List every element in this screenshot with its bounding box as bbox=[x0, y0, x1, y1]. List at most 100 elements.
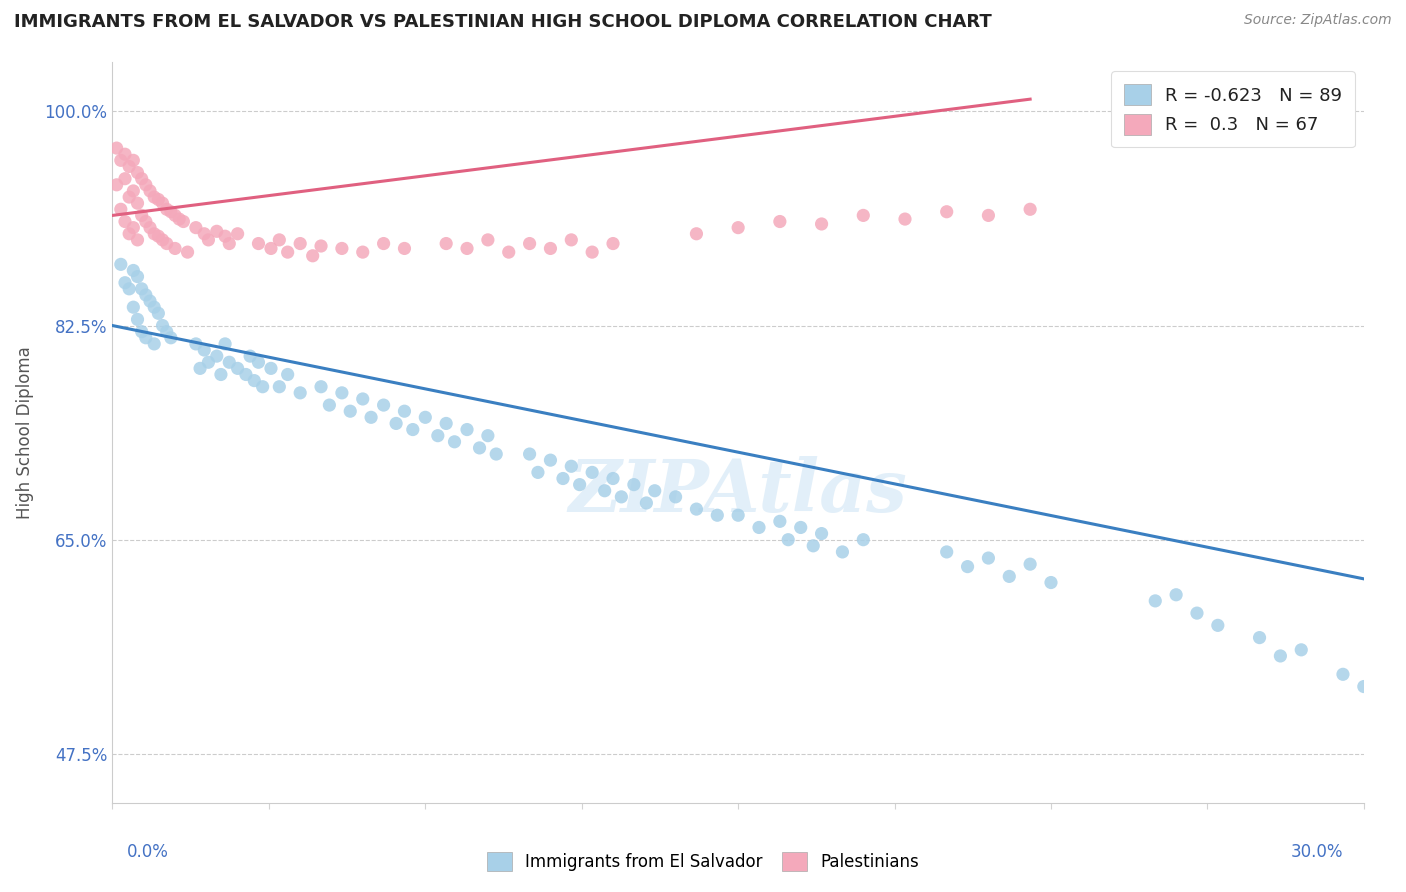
Legend: Immigrants from El Salvador, Palestinians: Immigrants from El Salvador, Palestinian… bbox=[478, 843, 928, 880]
Point bbox=[519, 236, 541, 251]
Point bbox=[352, 392, 374, 406]
Point bbox=[277, 368, 299, 382]
Point bbox=[727, 220, 749, 235]
Point bbox=[156, 325, 179, 339]
Point bbox=[114, 276, 136, 290]
Point bbox=[218, 355, 240, 369]
Point bbox=[139, 184, 162, 198]
Point bbox=[118, 160, 141, 174]
Point bbox=[1331, 667, 1354, 681]
Point bbox=[352, 245, 374, 260]
Point bbox=[214, 229, 236, 244]
Point bbox=[205, 349, 228, 363]
Point bbox=[977, 208, 1000, 222]
Point bbox=[560, 459, 582, 474]
Point bbox=[118, 190, 141, 204]
Point bbox=[184, 220, 207, 235]
Point bbox=[160, 331, 183, 345]
Point bbox=[685, 502, 707, 516]
Point bbox=[790, 520, 813, 534]
Point bbox=[127, 165, 149, 179]
Point bbox=[309, 380, 332, 394]
Point bbox=[685, 227, 707, 241]
Point bbox=[226, 361, 249, 376]
Point bbox=[810, 526, 832, 541]
Point bbox=[167, 212, 190, 227]
Point bbox=[122, 263, 145, 277]
Point bbox=[163, 242, 186, 256]
Point bbox=[1019, 557, 1042, 571]
Point bbox=[122, 184, 145, 198]
Point bbox=[810, 217, 832, 231]
Point bbox=[197, 233, 219, 247]
Point bbox=[1164, 588, 1187, 602]
Point bbox=[1206, 618, 1229, 632]
Point bbox=[143, 300, 166, 314]
Point bbox=[218, 236, 240, 251]
Point bbox=[290, 236, 312, 251]
Point bbox=[477, 428, 499, 442]
Point bbox=[330, 385, 353, 400]
Point bbox=[277, 245, 299, 260]
Point bbox=[602, 471, 624, 485]
Point bbox=[538, 453, 561, 467]
Point bbox=[636, 496, 658, 510]
Point bbox=[148, 229, 170, 244]
Point bbox=[852, 533, 875, 547]
Point bbox=[610, 490, 633, 504]
Point bbox=[156, 202, 179, 217]
Point bbox=[1291, 643, 1313, 657]
Point bbox=[260, 361, 283, 376]
Point bbox=[852, 208, 875, 222]
Y-axis label: High School Diploma: High School Diploma bbox=[15, 346, 34, 519]
Point bbox=[135, 178, 157, 192]
Point bbox=[131, 282, 153, 296]
Point bbox=[122, 153, 145, 168]
Point bbox=[360, 410, 382, 425]
Point bbox=[538, 242, 561, 256]
Point bbox=[290, 385, 312, 400]
Point bbox=[131, 208, 153, 222]
Point bbox=[1144, 594, 1167, 608]
Point bbox=[935, 204, 957, 219]
Point bbox=[330, 242, 353, 256]
Point bbox=[977, 551, 1000, 566]
Point bbox=[434, 236, 457, 251]
Point bbox=[193, 227, 215, 241]
Point bbox=[247, 355, 270, 369]
Point bbox=[498, 245, 520, 260]
Point bbox=[998, 569, 1021, 583]
Point bbox=[105, 178, 128, 192]
Point bbox=[127, 269, 149, 284]
Point bbox=[260, 242, 283, 256]
Point bbox=[456, 242, 478, 256]
Point bbox=[247, 236, 270, 251]
Point bbox=[269, 380, 291, 394]
Point bbox=[593, 483, 616, 498]
Point bbox=[139, 294, 162, 309]
Point bbox=[1039, 575, 1063, 590]
Point bbox=[443, 434, 465, 449]
Point bbox=[135, 331, 157, 345]
Point bbox=[105, 141, 128, 155]
Point bbox=[269, 233, 291, 247]
Point bbox=[148, 306, 170, 320]
Point bbox=[226, 227, 249, 241]
Point bbox=[373, 236, 395, 251]
Point bbox=[373, 398, 395, 412]
Point bbox=[301, 249, 323, 263]
Point bbox=[110, 153, 132, 168]
Point bbox=[778, 533, 800, 547]
Text: 0.0%: 0.0% bbox=[127, 843, 169, 861]
Point bbox=[831, 545, 853, 559]
Point bbox=[110, 202, 132, 217]
Point bbox=[434, 417, 457, 431]
Point bbox=[127, 233, 149, 247]
Point bbox=[894, 212, 917, 227]
Point bbox=[1270, 648, 1292, 663]
Point bbox=[122, 300, 145, 314]
Point bbox=[152, 233, 174, 247]
Point bbox=[188, 361, 211, 376]
Point bbox=[143, 190, 166, 204]
Point bbox=[143, 337, 166, 351]
